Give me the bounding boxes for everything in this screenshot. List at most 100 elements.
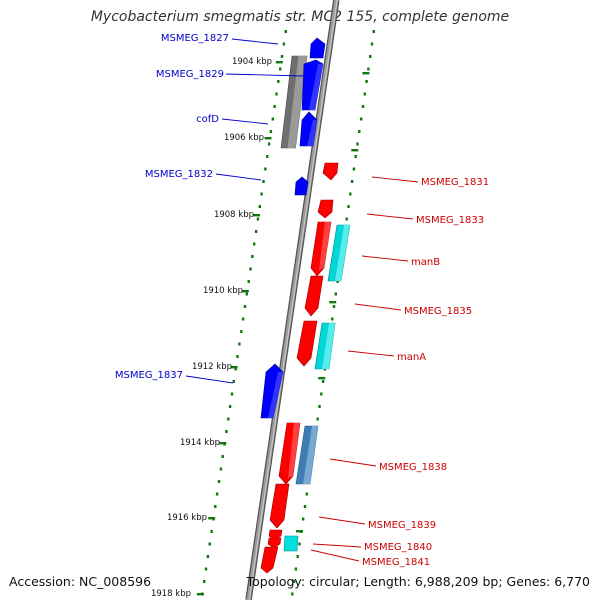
- track-dot: [247, 280, 250, 283]
- track-dot: [354, 155, 357, 158]
- track-dot: [240, 330, 243, 333]
- kbp-tick: [296, 530, 303, 533]
- gene-label: MSMEG_1841: [362, 557, 430, 568]
- gene-label: MSMEG_1831: [421, 177, 489, 188]
- track-dot: [279, 67, 282, 71]
- track-dot: [219, 467, 223, 471]
- kbp-tick: [219, 442, 227, 445]
- track-dot: [331, 317, 334, 321]
- track-dot: [245, 292, 248, 296]
- track-dot: [349, 192, 352, 196]
- track-dot: [358, 130, 361, 133]
- topology-text: Topology: circular; Length: 6,988,209 bp…: [246, 574, 590, 589]
- kbp-tick: [241, 290, 249, 293]
- track-dot: [367, 67, 370, 71]
- gene-label: MSMEG_1839: [368, 520, 436, 531]
- track-dot: [284, 30, 287, 33]
- kbp-tick: [208, 517, 216, 520]
- track-dot: [356, 142, 359, 146]
- track-dot: [256, 217, 260, 221]
- forward-genes: [260, 37, 326, 419]
- gene-label: MSMEG_1829: [156, 69, 224, 80]
- track-dot: [350, 180, 354, 183]
- gene-label: manB: [411, 257, 440, 268]
- track-dot: [369, 55, 372, 58]
- track-dot: [298, 542, 301, 546]
- track-dot: [372, 30, 375, 33]
- track-dot: [275, 92, 278, 96]
- track-dot: [336, 280, 339, 283]
- gene-label: MSMEG_1835: [404, 306, 472, 317]
- track-dot: [267, 142, 271, 146]
- kbp-tick: [362, 72, 370, 75]
- track-dot: [214, 505, 217, 508]
- track-dot: [230, 392, 234, 396]
- track-dot: [361, 105, 365, 108]
- track-dot: [269, 130, 273, 133]
- gene-label: MSMEG_1833: [416, 215, 484, 226]
- gene-mana: [296, 320, 318, 367]
- track-dot: [264, 167, 267, 171]
- backbone: [245, 0, 340, 600]
- track-dot: [332, 305, 336, 308]
- track-dot: [217, 480, 221, 483]
- kbp-tick: [264, 137, 272, 140]
- track-dot: [251, 255, 254, 258]
- track-dot: [266, 155, 269, 158]
- track-dot: [320, 392, 323, 396]
- track-dot: [305, 492, 308, 496]
- gene-label: MSMEG_1832: [145, 169, 213, 180]
- track-dot: [232, 380, 235, 383]
- track-dot: [360, 117, 363, 121]
- track-dot: [363, 92, 366, 96]
- track-dot: [234, 367, 237, 371]
- tick-label: 1916 kbp: [167, 513, 207, 523]
- track-dot: [221, 455, 224, 458]
- track-dot: [227, 417, 230, 421]
- track-dot: [334, 292, 337, 296]
- track-dot: [294, 567, 298, 571]
- track-dot: [321, 380, 325, 383]
- track-dot: [249, 267, 252, 271]
- reverse-genes: [260, 162, 339, 574]
- gene-label: MSMEG_1840: [364, 542, 432, 553]
- track-dot: [271, 117, 274, 121]
- gene-msmeg-1839: [269, 483, 290, 529]
- gene-label: MSMEG_1827: [161, 33, 229, 44]
- kbp-tick: [253, 214, 261, 217]
- track-dot: [253, 242, 256, 246]
- gene-labels-left: MSMEG_1827 MSMEG_1829 cofD MSMEG_1832 MS…: [115, 33, 229, 381]
- kbp-tick: [351, 149, 359, 152]
- kbp-tick: [196, 593, 204, 596]
- gene-msmeg-1841: [260, 546, 279, 574]
- gene-msmeg-1831: [322, 162, 339, 181]
- gene-label: MSMEG_1838: [379, 462, 447, 473]
- tick-label: 1910 kbp: [203, 286, 243, 296]
- track-dot: [352, 167, 356, 171]
- track-dot: [262, 180, 265, 183]
- tick-label: 1906 kbp: [224, 133, 264, 143]
- grey-features: [280, 55, 308, 149]
- track-dot: [215, 492, 219, 496]
- kbp-tick: [318, 377, 326, 380]
- track-dot: [236, 355, 239, 358]
- tick-label: 1912 kbp: [192, 362, 232, 372]
- track-dot: [345, 217, 348, 221]
- track-dot: [238, 342, 241, 346]
- track-dot: [303, 505, 307, 508]
- track-dot: [225, 430, 228, 433]
- track-dot: [228, 405, 232, 408]
- track-dot: [243, 305, 247, 308]
- map-title: Mycobacterium smegmatis str. MC2 155, co…: [90, 9, 510, 25]
- track-dot: [210, 530, 213, 533]
- track-dot: [254, 230, 258, 233]
- tick-labels: 1904 kbp 1906 kbp 1908 kbp 1910 kbp 1912…: [151, 57, 272, 599]
- tick-label: 1914 kbp: [180, 438, 220, 448]
- gene-msmeg-1833: [317, 199, 334, 219]
- gene-label: cofD: [196, 114, 219, 125]
- gene-msmeg-1835: [304, 275, 324, 317]
- leader-lines: [185, 38, 419, 562]
- gene-label: MSMEG_1837: [115, 370, 183, 381]
